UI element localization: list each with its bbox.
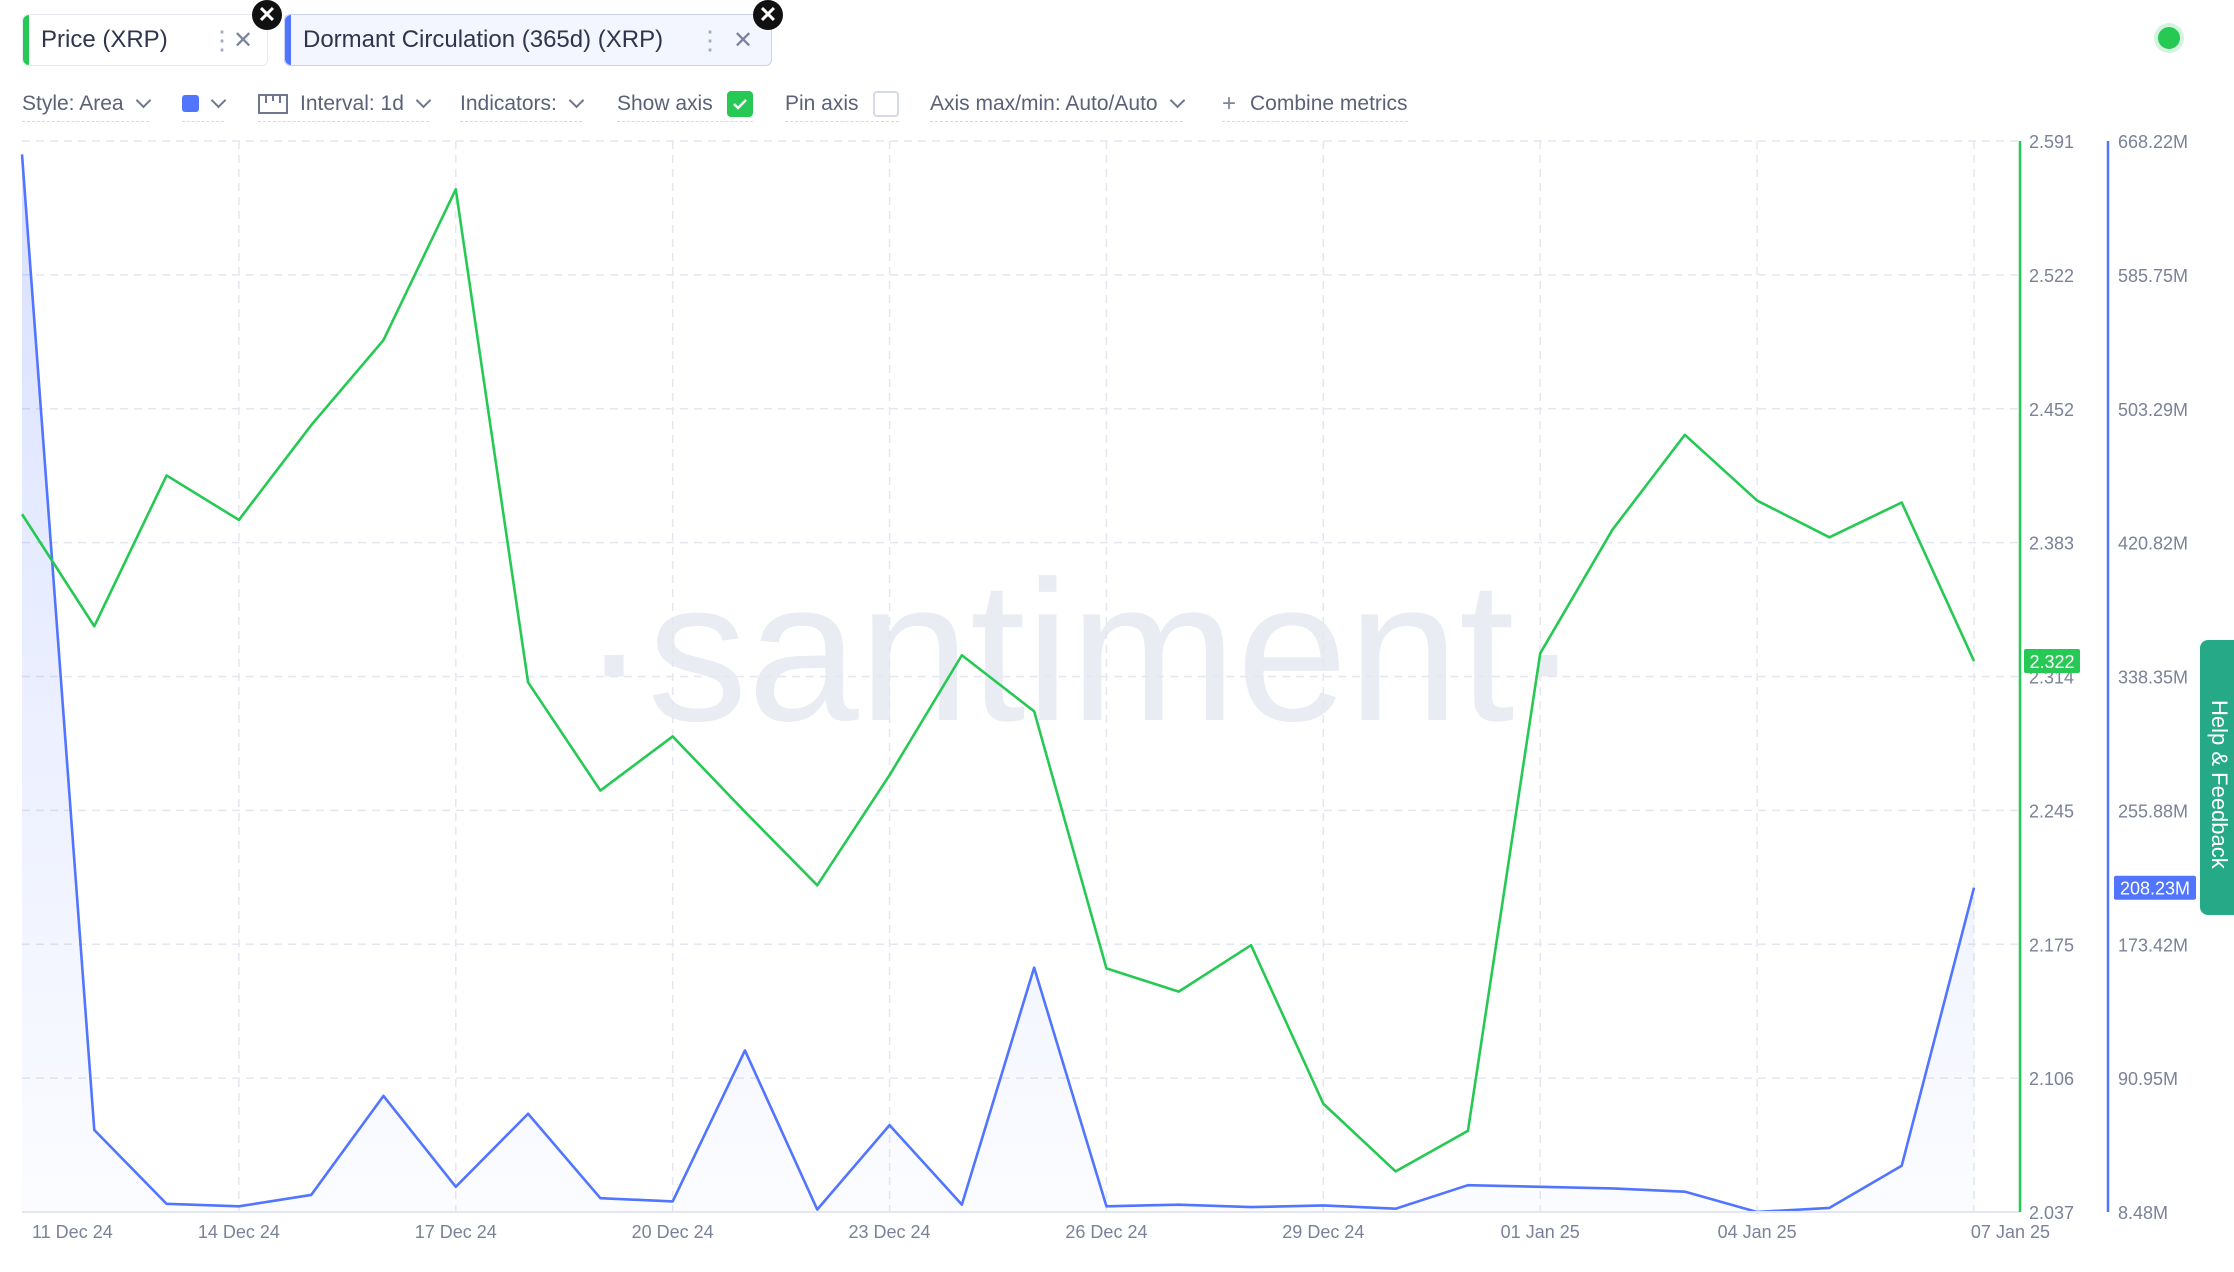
- dormant-axis-tick-label: 668.22M: [2118, 132, 2188, 152]
- axis-minmax-label: Axis max/min: Auto/Auto: [930, 91, 1158, 115]
- price-axis-tick-label: 2.037: [2029, 1203, 2074, 1223]
- x-tick-label: 04 Jan 25: [1718, 1222, 1797, 1242]
- pin-axis-label: Pin axis: [785, 91, 859, 115]
- x-tick-label: 17 Dec 24: [415, 1222, 497, 1242]
- x-tick-label: 07 Jan 25: [1971, 1222, 2050, 1242]
- plus-icon: +: [1222, 89, 1237, 117]
- price-axis-tick-label: 2.175: [2029, 935, 2074, 955]
- combine-metrics-button[interactable]: + Combine metrics: [1222, 86, 1408, 122]
- close-icon[interactable]: ✕: [753, 0, 783, 30]
- more-options-icon[interactable]: ⋮: [697, 25, 723, 55]
- style-dropdown[interactable]: Style: Area: [22, 86, 151, 122]
- price-last-value-label: 2.322: [2029, 652, 2074, 672]
- color-picker[interactable]: [182, 86, 227, 122]
- price-axis-tick-label: 2.245: [2029, 801, 2074, 821]
- interval-dropdown[interactable]: Interval: 1d: [258, 86, 432, 122]
- x-tick-label: 20 Dec 24: [632, 1222, 714, 1242]
- ruler-icon: [258, 93, 288, 114]
- checkmark-icon: [732, 98, 747, 110]
- x-tick-label: 11 Dec 24: [32, 1222, 113, 1242]
- price-axis-tick-label: 2.383: [2029, 534, 2074, 554]
- tab-color-bar: [285, 15, 291, 65]
- remove-metric-icon[interactable]: ✕: [233, 27, 254, 54]
- indicators-label: Indicators:: [460, 91, 557, 115]
- dormant-last-value-label: 208.23M: [2120, 879, 2190, 899]
- tab-price-xrp[interactable]: Price (XRP) ⋮ ✕: [22, 14, 268, 66]
- show-axis-toggle[interactable]: Show axis: [617, 86, 753, 122]
- pin-axis-toggle[interactable]: Pin axis: [785, 86, 899, 122]
- axis-minmax-dropdown[interactable]: Axis max/min: Auto/Auto: [930, 86, 1185, 122]
- price-line: [20, 188, 1976, 1173]
- price-axis-tick-label: 2.106: [2029, 1069, 2074, 1089]
- combine-label: Combine metrics: [1250, 91, 1408, 115]
- tab-color-bar: [23, 15, 29, 65]
- style-label: Style: Area: [22, 91, 124, 115]
- show-axis-label: Show axis: [617, 91, 713, 115]
- chart-axes: 11 Dec 24 14 Dec 24 17 Dec 24 20 Dec 24 23 D…: [22, 132, 2196, 1242]
- watermark-text: ·santiment·: [581, 540, 1581, 763]
- more-options-icon[interactable]: ⋮: [209, 25, 235, 55]
- dormant-axis-tick-label: 585.75M: [2118, 266, 2188, 286]
- price-axis-tick-label: 2.452: [2029, 400, 2074, 420]
- tab-dormant-circulation[interactable]: Dormant Circulation (365d) (XRP) ⋮ ✕: [284, 14, 772, 66]
- tab-label: Price (XRP): [41, 26, 168, 53]
- show-axis-checkbox[interactable]: [726, 90, 753, 117]
- x-tick-label: 26 Dec 24: [1065, 1222, 1147, 1242]
- interval-label: Interval: 1d: [300, 91, 404, 115]
- pin-axis-checkbox[interactable]: [872, 90, 899, 117]
- close-icon[interactable]: ✕: [252, 0, 282, 30]
- tab-label: Dormant Circulation (365d) (XRP): [303, 26, 664, 53]
- dormant-circulation-line: [20, 154, 1976, 1214]
- color-swatch-icon: [182, 95, 199, 112]
- price-last-value-badge: [2024, 649, 2080, 674]
- dormant-axis-tick-label: 173.42M: [2118, 935, 2188, 955]
- indicators-dropdown[interactable]: Indicators:: [460, 86, 585, 122]
- help-feedback-button[interactable]: Help & Feedback: [2200, 640, 2234, 915]
- dormant-last-value-badge: [2114, 875, 2196, 900]
- x-tick-label: 01 Jan 25: [1501, 1222, 1580, 1242]
- price-axis-tick-label: 2.591: [2029, 132, 2074, 152]
- dormant-axis-tick-label: 255.88M: [2118, 801, 2188, 821]
- dormant-axis-tick-label: 503.29M: [2118, 400, 2188, 420]
- dormant-axis-tick-label: 90.95M: [2118, 1069, 2178, 1089]
- remove-metric-icon[interactable]: ✕: [733, 27, 754, 54]
- x-tick-label: 29 Dec 24: [1282, 1222, 1364, 1242]
- x-tick-label: 23 Dec 24: [849, 1222, 931, 1242]
- dormant-axis-tick-label: 8.48M: [2118, 1203, 2168, 1223]
- price-axis-tick-label: 2.522: [2029, 266, 2074, 286]
- help-feedback-label: Help & Feedback: [2207, 700, 2232, 869]
- status-indicator: [2158, 27, 2180, 49]
- x-tick-label: 14 Dec 24: [198, 1222, 280, 1242]
- chart-series: [20, 154, 1976, 1214]
- dormant-axis-tick-label: 338.35M: [2118, 668, 2188, 688]
- dormant-axis-tick-label: 420.82M: [2118, 534, 2188, 554]
